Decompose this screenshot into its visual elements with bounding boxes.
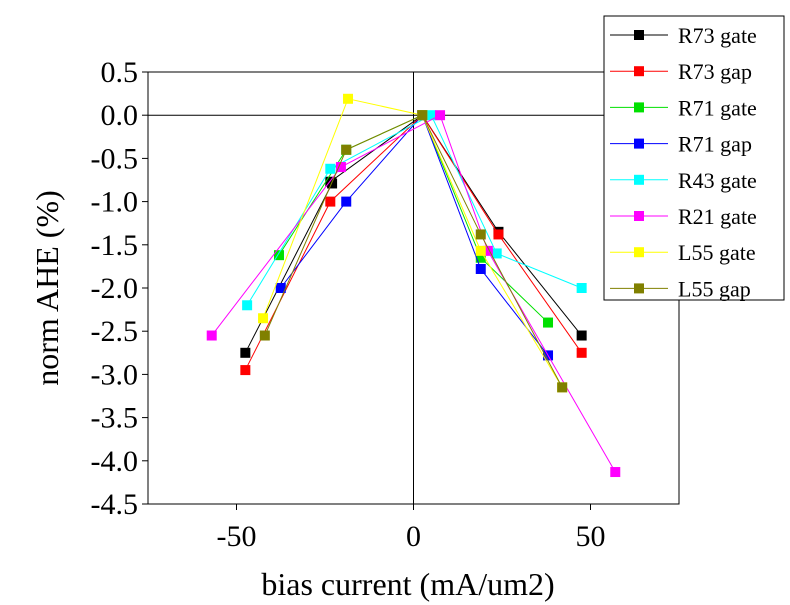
data-point-r43-gate	[491, 248, 502, 259]
data-point-r73-gap	[576, 347, 587, 358]
data-point-r73-gate	[325, 176, 336, 187]
legend-marker	[634, 174, 644, 185]
data-point-r73-gate	[240, 347, 251, 358]
legend-label: R71 gap	[678, 132, 752, 157]
y-tick-label: -1.5	[91, 229, 139, 262]
legend-item-r71-gap: R71 gap	[610, 132, 752, 157]
legend-item-r71-gate: R71 gate	[610, 95, 757, 120]
data-point-r21-gate	[206, 330, 217, 341]
zero-lines	[148, 72, 679, 504]
data-point-r21-gate	[335, 162, 346, 173]
series-line-r43-gate	[246, 114, 582, 306]
legend-item-l55-gap: L55 gap	[610, 276, 751, 301]
y-tick-label: -3.0	[91, 358, 139, 391]
legend-label: R73 gate	[678, 23, 757, 48]
legend-marker	[634, 283, 644, 294]
y-tick-label: 0.0	[101, 99, 139, 132]
x-axis-title: bias current (mA/um2)	[261, 566, 554, 602]
series-layer	[206, 93, 621, 478]
legend-item-r21-gate: R21 gate	[610, 204, 757, 229]
legend-label: R71 gate	[678, 95, 757, 120]
data-point-r43-gate	[242, 300, 253, 311]
data-point-r71-gap	[341, 196, 352, 207]
y-tick-label: -2.5	[91, 315, 139, 348]
legend-marker	[634, 247, 644, 258]
y-axis-title: norm AHE (%)	[29, 190, 65, 386]
data-point-l55-gap	[475, 229, 486, 240]
legend-label: R73 gap	[678, 59, 752, 84]
legend-marker	[634, 211, 644, 221]
y-tick-label: -2.0	[91, 272, 139, 305]
data-point-l55-gap	[341, 144, 352, 155]
legend-item-l55-gate: L55 gate	[610, 240, 756, 265]
data-point-r21-gate	[610, 467, 621, 478]
data-point-r43-gate	[576, 283, 587, 293]
legend-label: R43 gate	[678, 168, 757, 193]
series-r71-gap	[275, 110, 554, 361]
data-point-l55-gate	[475, 245, 486, 256]
x-tick-label: -50	[217, 520, 257, 553]
legend-marker	[634, 102, 644, 113]
legend-marker	[634, 138, 644, 149]
legend-marker	[634, 66, 644, 77]
y-tick-label: -4.5	[91, 488, 139, 521]
data-point-r71-gate	[543, 317, 554, 328]
data-point-r71-gate	[475, 252, 486, 263]
legend-label: L55 gate	[678, 240, 756, 265]
data-point-r43-gate	[325, 163, 336, 174]
y-tick-label: -3.5	[91, 402, 139, 435]
x-tick-label: 50	[576, 520, 606, 553]
data-point-r21-gate	[435, 110, 446, 121]
series-r43-gate	[242, 110, 587, 311]
data-point-r71-gap	[475, 263, 486, 274]
data-point-r73-gap	[325, 196, 336, 207]
data-point-l55-gap	[417, 110, 428, 121]
series-l55-gap	[259, 110, 568, 393]
series-line-l55-gate	[262, 98, 563, 388]
data-point-r21-gate	[482, 245, 493, 256]
data-point-l55-gap	[557, 382, 568, 393]
y-tick-label: 0.5	[101, 56, 139, 89]
data-point-r71-gate	[273, 250, 284, 261]
series-l55-gate	[258, 93, 568, 393]
data-point-r73-gate	[576, 330, 587, 341]
y-tick-label: -1.0	[91, 186, 139, 219]
legend-item-r73-gap: R73 gap	[610, 59, 752, 84]
data-point-l55-gate	[258, 313, 269, 324]
data-point-l55-gate	[343, 93, 354, 104]
legend-label: R21 gate	[678, 204, 757, 229]
series-line-r71-gap	[280, 114, 549, 356]
data-point-r43-gate	[426, 110, 437, 121]
y-tick-label: -4.0	[91, 445, 139, 478]
y-tick-label: -0.5	[91, 142, 139, 175]
data-point-r73-gap	[240, 365, 251, 376]
legend-marker	[634, 30, 644, 40]
x-tick-label: 0	[406, 520, 421, 553]
data-point-r71-gap	[275, 283, 286, 293]
legend-label: L55 gap	[678, 276, 751, 301]
series-r21-gate	[206, 110, 621, 478]
legend-item-r43-gate: R43 gate	[610, 168, 757, 193]
data-point-l55-gap	[259, 330, 270, 341]
legend: R73 gate R73 gap R71 gate R71 gap R43 gate R2…	[603, 15, 785, 301]
legend-item-r73-gate: R73 gate	[610, 23, 757, 48]
axis-ticks: 0.5 0.0 -0.5 -1.0 -1.5 -2.0 -2.5 -3.0 -3.5 -4.0 -4…	[91, 56, 606, 553]
data-point-r73-gap	[493, 229, 504, 240]
